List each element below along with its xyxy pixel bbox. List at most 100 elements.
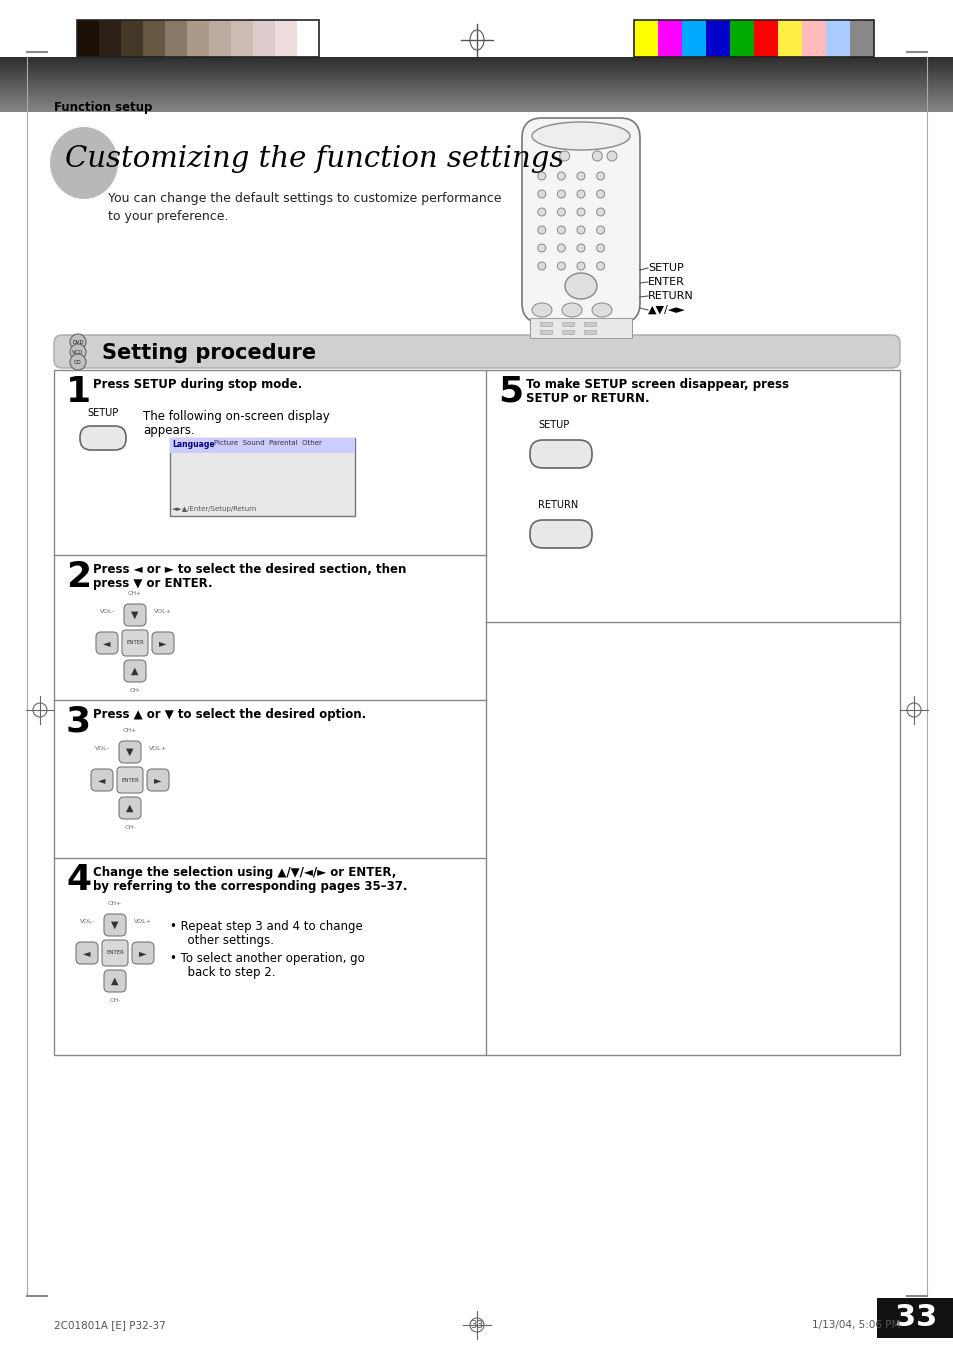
Circle shape [537,226,545,234]
Text: ▲: ▲ [112,975,118,986]
Bar [825,20,849,57]
Bar [143,20,165,57]
Bar [253,20,274,57]
Circle shape [557,226,565,234]
Text: 1/13/04, 5:06 PM: 1/13/04, 5:06 PM [811,1320,899,1329]
FancyBboxPatch shape [96,632,118,654]
FancyBboxPatch shape [521,118,639,323]
Text: ENTER: ENTER [106,951,124,955]
Text: Press ◄ or ► to select the desired section, then: Press ◄ or ► to select the desired secti… [92,563,406,576]
Bar [99,20,121,57]
Circle shape [70,345,86,359]
FancyBboxPatch shape [124,604,146,626]
Text: VOL-: VOL- [99,609,114,613]
Circle shape [596,262,604,270]
FancyBboxPatch shape [122,630,148,657]
Text: • To select another operation, go: • To select another operation, go [170,952,364,965]
Circle shape [557,262,565,270]
Ellipse shape [592,303,612,317]
Bar [583,322,596,326]
Bar [209,20,231,57]
Circle shape [557,208,565,216]
FancyBboxPatch shape [102,940,128,966]
Circle shape [577,208,584,216]
Text: VOL-: VOL- [79,919,94,924]
Text: Language: Language [172,440,214,449]
Text: ENTER: ENTER [121,777,139,782]
Text: Customizing the function settings: Customizing the function settings [65,145,564,173]
Ellipse shape [532,122,629,150]
Bar [658,20,681,57]
Bar [876,1298,953,1337]
Bar [170,438,355,453]
Text: SETUP: SETUP [647,263,683,273]
Circle shape [557,172,565,180]
Bar [231,20,253,57]
Bar [753,20,778,57]
Circle shape [557,245,565,253]
Text: VOL+: VOL+ [134,919,152,924]
Bar [77,20,99,57]
FancyBboxPatch shape [124,661,146,682]
Circle shape [577,226,584,234]
Bar [583,330,596,334]
Text: Setting procedure: Setting procedure [102,343,315,363]
FancyBboxPatch shape [530,520,592,549]
Circle shape [577,262,584,270]
Bar [170,438,355,516]
FancyBboxPatch shape [117,767,143,793]
Bar [561,330,574,334]
Bar [121,20,143,57]
Text: to your preference.: to your preference. [108,209,229,223]
Bar [530,317,631,338]
FancyBboxPatch shape [132,942,153,965]
Ellipse shape [532,303,552,317]
Text: ▼: ▼ [112,920,118,929]
Text: RETURN: RETURN [647,290,693,301]
Text: • Repeat step 3 and 4 to change: • Repeat step 3 and 4 to change [170,920,362,934]
FancyBboxPatch shape [119,740,141,763]
Text: ▲▼/◄►: ▲▼/◄► [647,305,685,315]
Ellipse shape [564,273,597,299]
Bar [634,20,873,57]
Text: 33: 33 [894,1304,936,1332]
Text: ◄: ◄ [103,638,111,648]
FancyBboxPatch shape [147,769,169,790]
Circle shape [592,151,601,161]
Text: You can change the default settings to customize performance: You can change the default settings to c… [108,192,501,205]
Text: CH+: CH+ [123,728,137,734]
Circle shape [70,334,86,350]
Circle shape [596,190,604,199]
FancyBboxPatch shape [152,632,173,654]
Bar [561,322,574,326]
Bar [681,20,705,57]
Text: ►: ► [139,948,147,958]
Text: press ▼ or ENTER.: press ▼ or ENTER. [92,577,213,590]
Circle shape [577,172,584,180]
Text: ◄: ◄ [98,775,106,785]
Circle shape [537,208,545,216]
Text: back to step 2.: back to step 2. [180,966,275,979]
Circle shape [537,172,545,180]
Text: ◄: ◄ [83,948,91,958]
Text: SETUP or RETURN.: SETUP or RETURN. [525,392,649,405]
Circle shape [559,151,569,161]
Text: ▼: ▼ [132,611,138,620]
Text: other settings.: other settings. [180,934,274,947]
Text: SETUP: SETUP [537,420,569,430]
Circle shape [537,245,545,253]
Circle shape [557,190,565,199]
Text: RETURN: RETURN [537,500,578,509]
FancyBboxPatch shape [104,970,126,992]
Text: VCD: VCD [72,350,84,354]
Text: appears.: appears. [143,424,194,436]
Text: ▲: ▲ [132,666,138,676]
Text: ►: ► [154,775,162,785]
Bar [539,322,552,326]
Bar [705,20,729,57]
FancyBboxPatch shape [80,426,126,450]
Circle shape [596,208,604,216]
Text: VOL-: VOL- [94,746,110,751]
Bar [54,370,899,1055]
Text: Change the selection using ▲/▼/◄/► or ENTER,: Change the selection using ▲/▼/◄/► or EN… [92,866,395,880]
